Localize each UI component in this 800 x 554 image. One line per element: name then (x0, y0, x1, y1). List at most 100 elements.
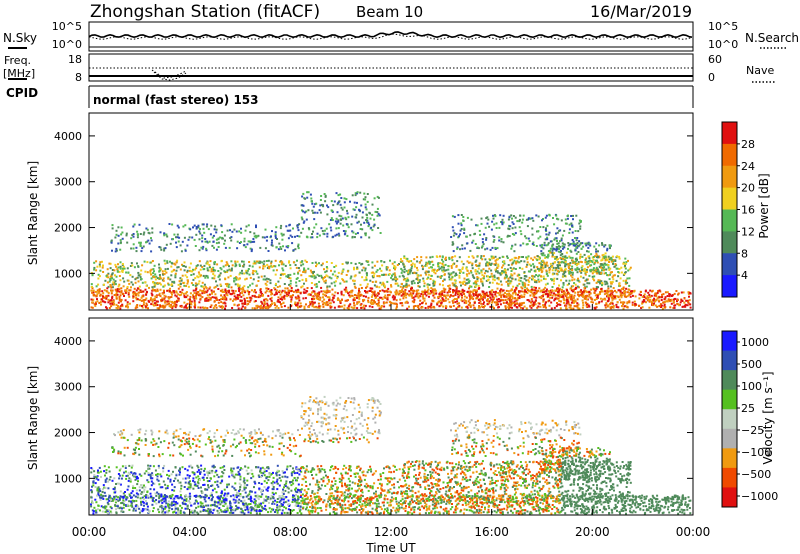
echo-cell (570, 285, 573, 288)
echo-cell (195, 267, 198, 270)
echo-cell (439, 294, 442, 297)
echo-cell (215, 231, 218, 234)
echo-cell (120, 233, 123, 236)
echo-cell (249, 276, 252, 279)
echo-cell (281, 238, 284, 241)
echo-cell (609, 273, 612, 276)
echo-cell (144, 270, 147, 273)
echo-cell (434, 272, 437, 275)
echo-cell (100, 303, 102, 306)
echo-cell (386, 296, 389, 299)
echo-cell (617, 306, 620, 309)
echo-cell (199, 297, 202, 300)
echo-cell (193, 292, 196, 294)
echo-cell (302, 192, 305, 195)
echo-cell (352, 307, 355, 310)
echo-cell (679, 301, 682, 304)
echo-cell (387, 287, 390, 290)
echo-cell (571, 269, 574, 271)
echo-cell (284, 287, 287, 290)
echo-cell (480, 257, 483, 260)
echo-cell (149, 269, 152, 272)
colorbar-segment (722, 253, 737, 276)
echo-cell (577, 293, 579, 296)
echo-cell (578, 240, 581, 243)
echo-cell (475, 283, 478, 286)
echo-cell (510, 247, 513, 250)
echo-cell (622, 287, 625, 289)
echo-cell (540, 252, 543, 255)
echo-cell (514, 302, 517, 305)
echo-cell (333, 270, 336, 273)
echo-cell (592, 270, 595, 273)
echo-cell (150, 250, 153, 253)
echo-cell (567, 247, 569, 250)
echo-cell (408, 290, 411, 293)
echo-cell (542, 306, 545, 309)
echo-cell (229, 293, 232, 295)
echo-cell (192, 294, 194, 297)
echo-cell (315, 265, 317, 268)
echo-cell (361, 306, 364, 309)
echo-cell (90, 289, 93, 292)
echo-cell (405, 301, 408, 304)
echo-cell (377, 298, 380, 301)
echo-cell (494, 301, 496, 304)
echo-cell (154, 278, 157, 281)
echo-cell (295, 291, 298, 294)
echo-cell (241, 269, 243, 272)
echo-cell (549, 251, 551, 254)
echo-cell (576, 244, 579, 247)
echo-cell (296, 235, 299, 237)
echo-cell (153, 270, 155, 273)
echo-cell (381, 289, 384, 292)
echo-cell (565, 304, 568, 307)
echo-cell (185, 296, 188, 299)
echo-cell (611, 301, 614, 304)
echo-cell (537, 237, 540, 240)
echo-cell (538, 280, 541, 283)
echo-cell (266, 280, 269, 283)
echo-cell (361, 269, 364, 272)
echo-cell (220, 294, 223, 297)
echo-cell (466, 305, 469, 308)
echo-cell (569, 243, 572, 246)
echo-cell (403, 294, 406, 297)
echo-cell (591, 261, 594, 264)
echo-cell (245, 277, 248, 280)
echo-cell (426, 286, 429, 289)
echo-cell (537, 278, 540, 281)
echo-cell (277, 299, 280, 301)
echo-cell (484, 269, 487, 272)
echo-cell (117, 305, 120, 308)
echo-cell (595, 250, 598, 253)
echo-cell (103, 283, 105, 286)
echo-cell (356, 192, 359, 195)
echo-cell (530, 290, 532, 293)
echo-cell (443, 289, 446, 292)
echo-cell (103, 289, 106, 292)
echo-cell (201, 306, 204, 309)
echo-cell (264, 291, 267, 294)
echo-cell (415, 290, 418, 293)
echo-cell (540, 266, 543, 269)
echo-cell (619, 277, 622, 280)
echo-cell (551, 278, 554, 281)
echo-cell (109, 285, 112, 288)
echo-cell (528, 240, 531, 242)
echo-cell (615, 303, 618, 306)
echo-cell (197, 276, 200, 279)
echo-cell (111, 249, 113, 252)
echo-cell (612, 287, 615, 289)
echo-cell (567, 242, 570, 244)
echo-cell (476, 246, 479, 249)
echo-cell (509, 306, 512, 309)
echo-cell (539, 305, 542, 308)
echo-cell (584, 279, 587, 282)
echo-cell (253, 235, 256, 238)
echo-cell (282, 273, 285, 276)
echo-cell (106, 287, 109, 290)
echo-cell (359, 228, 362, 230)
echo-cell (511, 268, 514, 271)
echo-cell (556, 231, 559, 234)
